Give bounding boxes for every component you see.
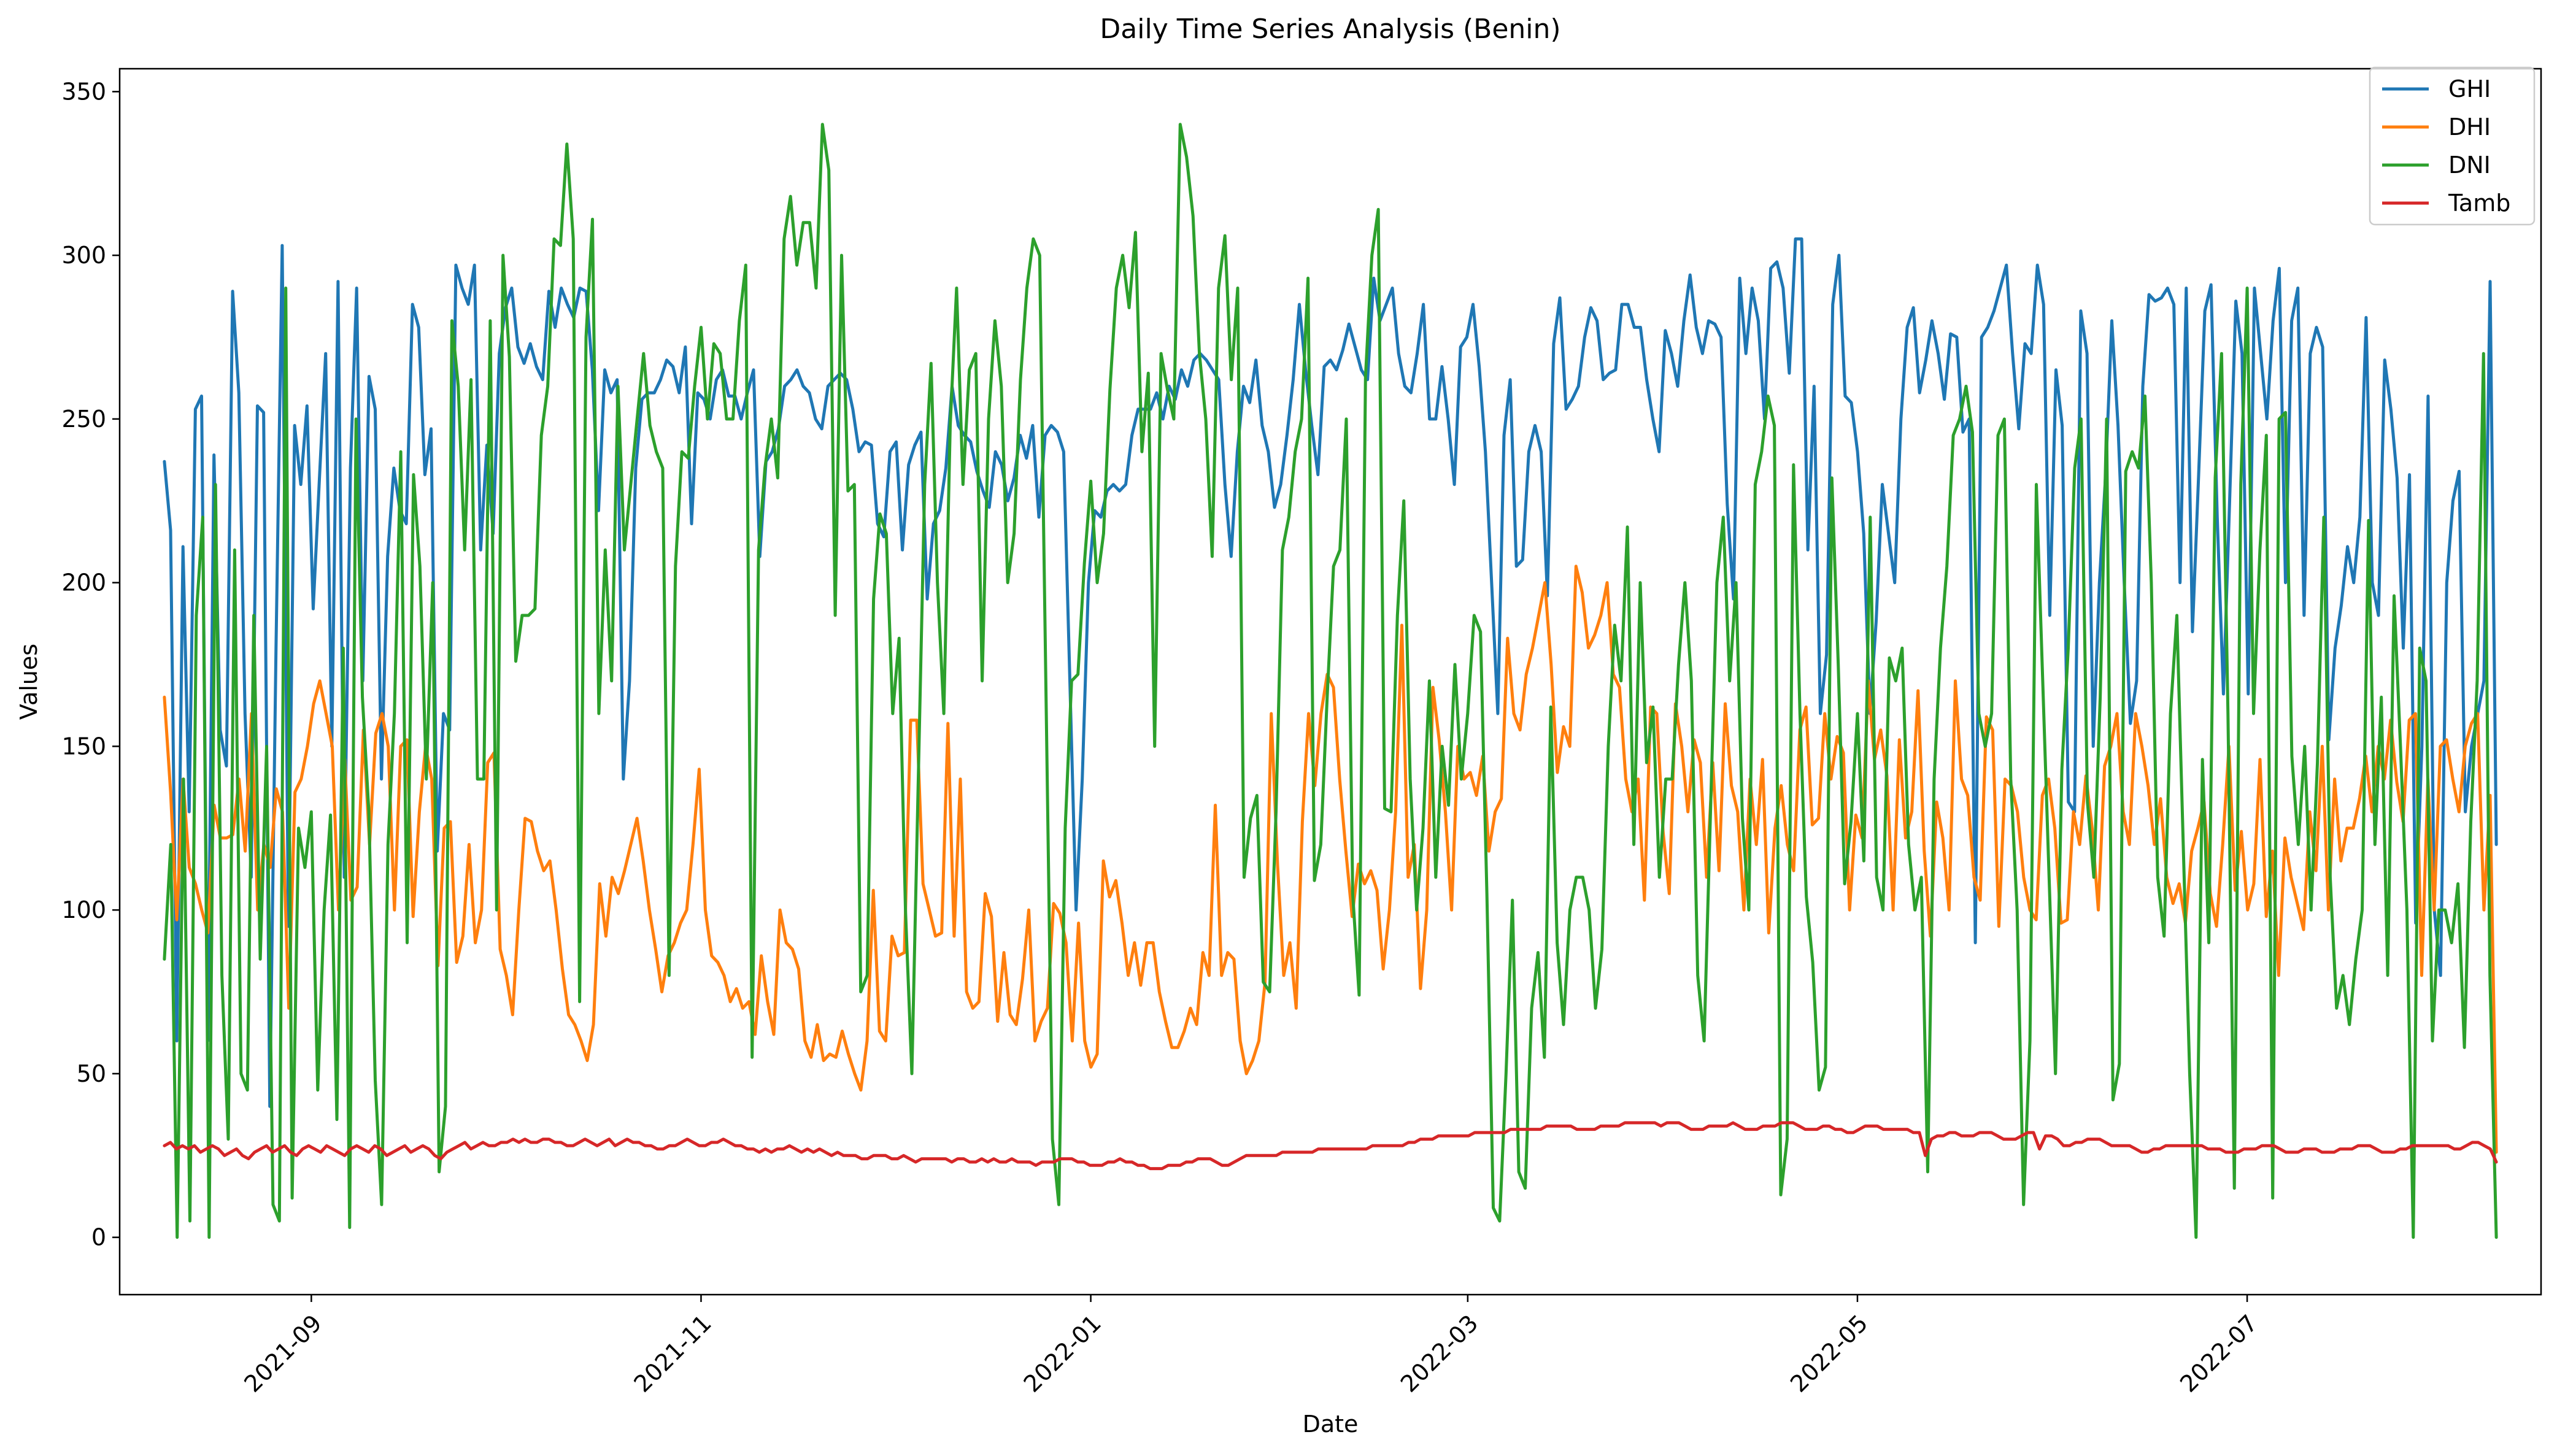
series-layer <box>163 123 2498 1239</box>
series-line-dhi <box>163 564 2498 1154</box>
y-tick-label: 0 <box>91 1224 106 1251</box>
legend-label-tamb: Tamb <box>2448 190 2510 217</box>
chart-title: Daily Time Series Analysis (Benin) <box>1100 13 1560 45</box>
legend-label-dhi: DHI <box>2448 114 2491 141</box>
y-tick-label: 50 <box>77 1060 106 1087</box>
y-tick-label: 250 <box>61 406 106 433</box>
y-axis-label: Values <box>15 644 42 720</box>
legend-label-ghi: GHI <box>2448 75 2491 102</box>
legend-label-dni: DNI <box>2448 152 2491 179</box>
plot-frame <box>118 67 2542 1296</box>
x-axis-label: Date <box>1303 1411 1359 1438</box>
y-tick-label: 200 <box>61 569 106 596</box>
y-axis: 0 50 100 150 200 250 300 350 <box>61 78 120 1251</box>
series-line-dni <box>163 123 2498 1239</box>
y-tick-label: 100 <box>61 896 106 923</box>
legend-box <box>2369 66 2536 226</box>
legend: GHI DHI DNI Tamb <box>2369 66 2536 226</box>
y-tick-label: 350 <box>61 78 106 105</box>
y-tick-label: 150 <box>61 733 106 760</box>
y-tick-label: 300 <box>61 242 106 269</box>
series-line-tamb <box>163 1121 2498 1171</box>
